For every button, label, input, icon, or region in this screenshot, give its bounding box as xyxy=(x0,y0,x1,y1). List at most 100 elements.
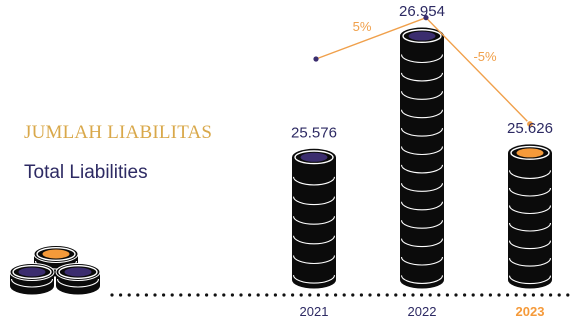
value-label-2022: 26.954 xyxy=(399,3,445,20)
axis-dot xyxy=(265,293,269,297)
axis-dot xyxy=(420,293,424,297)
axis-dot xyxy=(213,293,217,297)
axis-dot xyxy=(342,293,346,297)
trend-series xyxy=(313,15,534,128)
decor-coin-left xyxy=(9,263,55,295)
axis-dot xyxy=(540,293,544,297)
coin-ring xyxy=(400,54,444,64)
axis-dot xyxy=(136,293,140,297)
coin-ring xyxy=(400,183,444,192)
coin-ring xyxy=(292,196,336,206)
coin-ring xyxy=(508,275,552,285)
bar-top-center xyxy=(516,148,544,158)
coin-ring xyxy=(400,109,444,119)
axis-dot xyxy=(179,293,183,297)
coin-ring xyxy=(400,256,444,266)
axis-dot xyxy=(549,293,553,297)
axis-dot xyxy=(368,293,372,297)
trend-point-2021 xyxy=(313,56,319,62)
axis-dot xyxy=(411,293,415,297)
coin-ring xyxy=(292,255,336,265)
axis-dot xyxy=(463,293,467,297)
year-label-2022: 2022 xyxy=(408,304,437,319)
axis-dot xyxy=(385,293,389,297)
axis-dot xyxy=(144,293,148,297)
value-label-2021: 25.576 xyxy=(291,124,337,141)
axis-dot xyxy=(351,293,355,297)
growth-label-2: -5% xyxy=(473,49,497,64)
decor-coin-right xyxy=(55,263,101,295)
bar-2022 xyxy=(400,27,444,289)
axis-dot xyxy=(428,293,432,297)
axis-dot xyxy=(248,293,252,297)
axis-dot xyxy=(325,293,329,297)
axis-dot xyxy=(239,293,243,297)
axis-dot xyxy=(394,293,398,297)
axis-dot xyxy=(222,293,226,297)
axis-dot xyxy=(153,293,157,297)
bar-top-rim xyxy=(510,145,550,160)
coin-ring xyxy=(508,258,552,267)
axis-dot xyxy=(514,293,518,297)
coin-ring xyxy=(508,187,552,197)
axis-dot xyxy=(377,293,381,297)
coin-ring xyxy=(400,275,444,284)
axis-dot xyxy=(119,293,123,297)
coin-ring xyxy=(508,205,552,215)
coin-ring xyxy=(400,201,444,211)
axis-dot xyxy=(531,293,536,297)
bar-body xyxy=(292,157,336,289)
axis-dot xyxy=(437,293,441,297)
year-label-2021: 2021 xyxy=(300,304,329,319)
dotted-baseline xyxy=(110,293,570,297)
axis-dot xyxy=(334,293,338,297)
coin-ring xyxy=(400,220,444,229)
bar-2023 xyxy=(508,144,552,289)
axis-dot xyxy=(299,293,303,297)
title-indonesian: JUMLAH LIABILITAS xyxy=(24,122,213,143)
axis-dot xyxy=(205,293,209,297)
coin-ring xyxy=(400,128,444,137)
axis-dot xyxy=(187,293,191,297)
axis-dot xyxy=(127,293,131,297)
axis-dot xyxy=(445,293,449,297)
bar-body xyxy=(508,152,552,289)
axis-dot xyxy=(566,293,570,297)
growth-label-1: 5% xyxy=(353,19,372,34)
axis-dot xyxy=(170,293,174,297)
bar-top-center xyxy=(300,152,328,162)
axis-dot xyxy=(471,293,475,297)
trend-point-2022 xyxy=(423,15,429,21)
axis-dot xyxy=(308,293,312,297)
axis-dot xyxy=(273,293,277,297)
axis-dot xyxy=(196,293,200,297)
coin-ring xyxy=(292,176,336,186)
coin-ring xyxy=(508,170,552,179)
coin-ring xyxy=(508,240,552,250)
coin-ring xyxy=(400,72,444,82)
axis-dot xyxy=(557,293,561,297)
axis-dot xyxy=(497,293,501,297)
year-label-2023: 2023 xyxy=(516,304,545,319)
title-english: Total Liabilities xyxy=(24,162,148,183)
chart-labels: 25.576 2021 26.954 2022 25.626 2023 5% -5% xyxy=(291,3,553,319)
bar-series xyxy=(292,27,552,289)
bar-top-center xyxy=(408,31,436,41)
coin-ring xyxy=(292,235,336,245)
bar-top-rim xyxy=(294,150,334,165)
axis-dot xyxy=(162,293,166,297)
coin-ring xyxy=(400,164,444,174)
coin-ring xyxy=(508,222,552,232)
coin-ring xyxy=(292,216,336,225)
axis-dot xyxy=(402,293,406,297)
axis-dot xyxy=(480,293,484,297)
axis-dot xyxy=(230,293,234,297)
bar-2021 xyxy=(292,148,336,289)
axis-dot xyxy=(359,293,363,297)
coin-ring xyxy=(292,275,336,284)
trend-point-2023 xyxy=(526,120,534,128)
axis-dot xyxy=(523,293,527,297)
axis-dot xyxy=(110,293,114,297)
value-label-2023: 25.626 xyxy=(507,120,553,137)
